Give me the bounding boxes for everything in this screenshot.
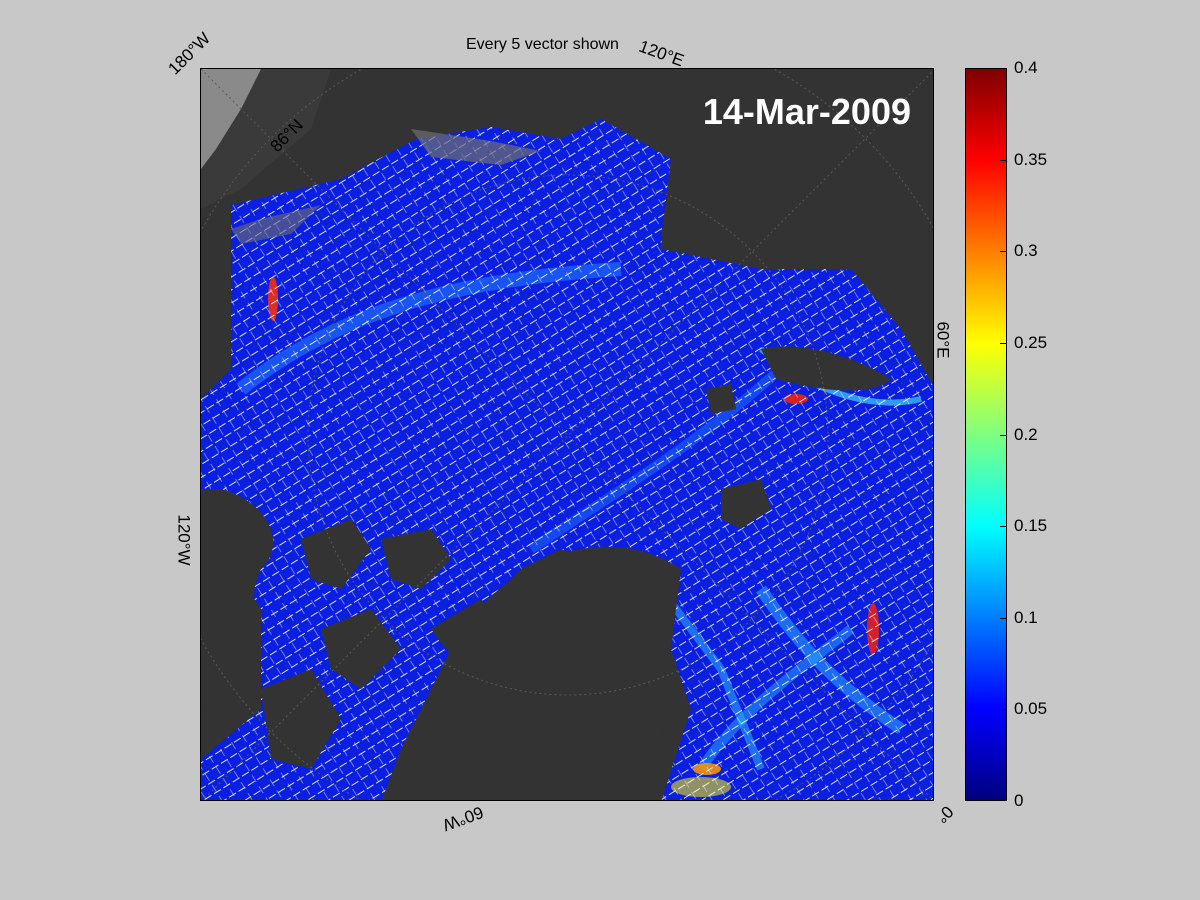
archipelago-land <box>261 669 341 769</box>
longitude-label-60w: 60°W <box>440 802 486 835</box>
colorbar-tick <box>1000 160 1006 161</box>
colorbar-tick <box>1000 68 1006 69</box>
date-label: 14-Mar-2009 <box>702 91 911 132</box>
greenland-land <box>461 546 681 800</box>
archipelago-land <box>381 529 451 589</box>
colorbar-tick-label: 0.2 <box>1014 424 1038 444</box>
colorbar-tick <box>1000 526 1006 527</box>
archipelago-land <box>431 599 501 669</box>
figure-title: Every 5 vector shown <box>466 36 619 53</box>
colorbar-tick-label: 0.35 <box>1014 149 1048 169</box>
map-panel[interactable]: 14-Mar-2009 <box>200 68 934 801</box>
colorbar-tick-label: 0.3 <box>1014 241 1038 261</box>
longitude-label-120e: 120°E <box>636 36 687 71</box>
colorbar-tick-label: 0.15 <box>1014 516 1048 536</box>
colorbar <box>965 68 1007 801</box>
map-canvas <box>201 69 933 800</box>
island-land <box>721 479 771 529</box>
colorbar-tick-label: 0.25 <box>1014 332 1048 352</box>
archipelago-land <box>321 609 401 689</box>
colorbar-tick-label: 0 <box>1014 791 1024 810</box>
siberia-land <box>601 69 933 367</box>
colorbar-tick <box>1000 709 1006 710</box>
colorbar-tick <box>1000 251 1006 252</box>
colorbar-tick-label: 0.4 <box>1014 58 1038 77</box>
graticule <box>201 69 933 800</box>
colorbar-tick <box>1000 800 1006 801</box>
colorbar-tick <box>1000 343 1006 344</box>
colorbar-tick-label: 0.05 <box>1014 699 1048 719</box>
longitude-label-120w: 120°W <box>174 514 194 566</box>
coast-light <box>231 205 321 244</box>
colorbar-tick <box>1000 435 1006 436</box>
archipelago-land <box>201 489 274 709</box>
longitude-label-60e: 60°E <box>933 321 953 359</box>
longitude-label-0: 0° <box>932 801 957 827</box>
archipelago-land <box>301 519 371 589</box>
outside-gray <box>201 69 261 169</box>
svalbard-land <box>761 346 891 391</box>
coast-light <box>411 129 541 165</box>
colorbar-tick-label: 0.1 <box>1014 607 1038 627</box>
franz-josef-land <box>706 384 736 414</box>
colorbar-tick <box>1000 618 1006 619</box>
